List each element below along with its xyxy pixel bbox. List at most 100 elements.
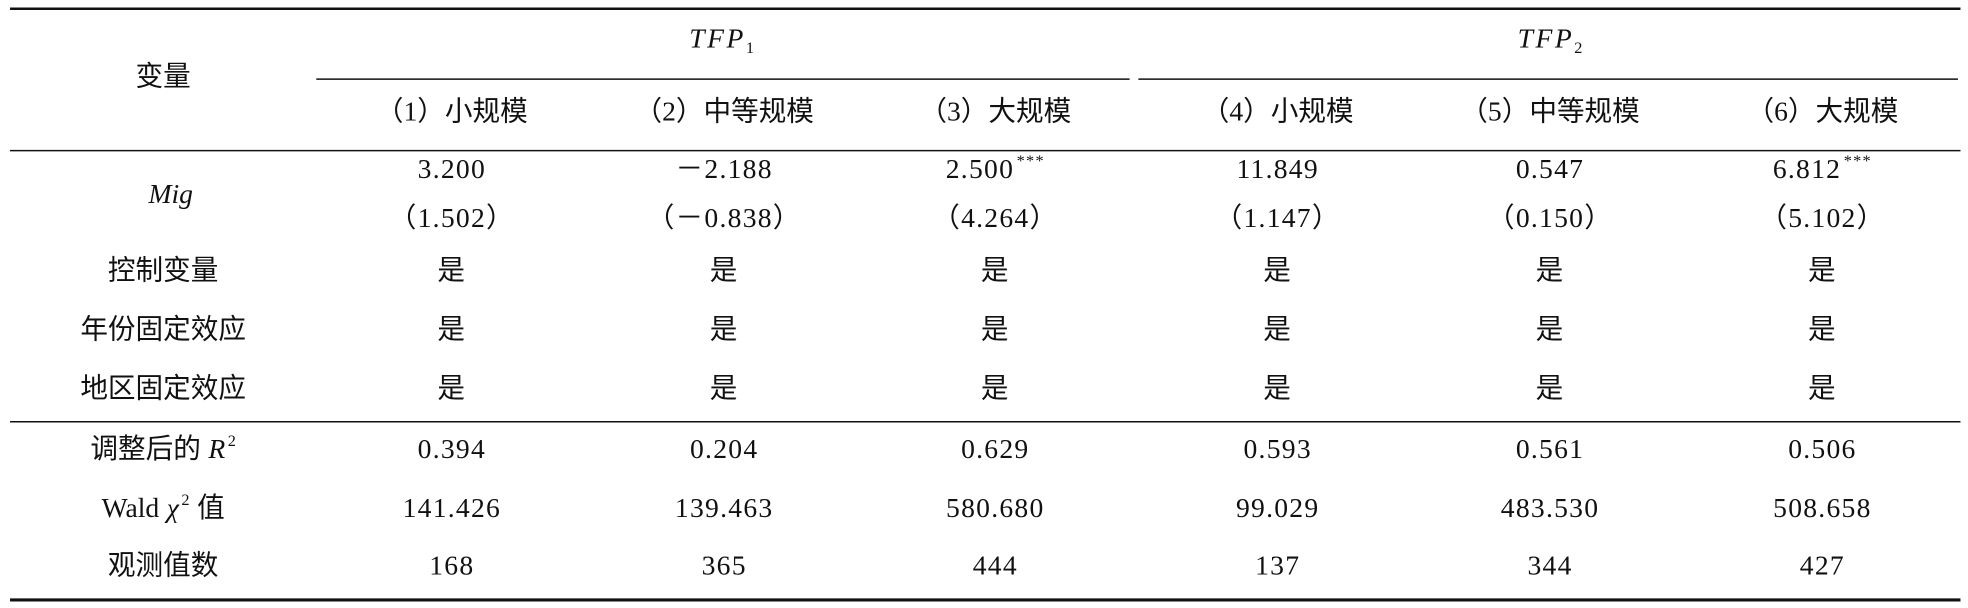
cell: 344 [1527, 550, 1572, 581]
cell: 是 [710, 314, 739, 345]
column-header: （5）中等规模 [1460, 96, 1639, 127]
cell: 是 [1536, 373, 1565, 404]
cell-value: 483.530 [1501, 492, 1600, 523]
cell: 是 [1263, 255, 1292, 286]
cell: 是 [981, 314, 1010, 345]
cell-value: 3.200 [418, 153, 486, 184]
cell-value: 0.547 [1516, 153, 1584, 184]
t-value: （－0.838） [647, 202, 802, 233]
row-label: Mig [147, 178, 192, 209]
cell-value: 580.680 [946, 492, 1045, 523]
cell-value: 365 [702, 550, 747, 581]
cell-value: 是 [981, 255, 1010, 286]
cell: 99.029 [1236, 492, 1319, 523]
cell: 是 [437, 314, 466, 345]
significance-stars: *** [1017, 151, 1045, 170]
label-part: 值 [197, 492, 225, 523]
cell-value: 508.658 [1773, 492, 1872, 523]
column-header: （3）大规模 [919, 96, 1071, 127]
cell-value: 0.593 [1243, 433, 1311, 464]
cell-value: 6.812 [1773, 153, 1841, 184]
cell-value: 139.463 [675, 492, 774, 523]
label-part: Mig [147, 178, 192, 209]
cell: 141.426 [403, 492, 502, 523]
cell-value: 是 [710, 314, 739, 345]
label-part: R [207, 433, 225, 464]
cell-value: 是 [1808, 373, 1837, 404]
cell: 168 [429, 550, 474, 581]
significance-stars: *** [1844, 151, 1872, 170]
cell-value: 是 [1263, 373, 1292, 404]
cell-value: 是 [1536, 314, 1565, 345]
group-header: TFP1 [689, 23, 754, 57]
variable-header: 变量 [136, 60, 191, 91]
cell: 是 [981, 255, 1010, 286]
cell: 是 [437, 255, 466, 286]
cell-value: 11.849 [1236, 153, 1318, 184]
t-value: （1.502） [389, 202, 515, 233]
row-label: Wald χ 2 值 [102, 490, 225, 524]
label-part: 2 [181, 490, 189, 509]
cell-value: 0.561 [1516, 433, 1584, 464]
cell: 是 [1808, 373, 1837, 404]
label-part: Wald [102, 492, 160, 523]
cell: 580.680 [946, 492, 1045, 523]
cell-value: －2.188 [676, 153, 773, 184]
cell: 365 [702, 550, 747, 581]
cell: 是 [1263, 314, 1292, 345]
column-header: （2）中等规模 [634, 96, 813, 127]
cell: 是 [1536, 255, 1565, 286]
column-header: （4）小规模 [1202, 96, 1354, 127]
cell: 是 [710, 373, 739, 404]
cell: 0.204 [690, 433, 758, 464]
cell: 0.629 [961, 433, 1029, 464]
t-value: （4.264） [932, 202, 1058, 233]
cell-value: 是 [1536, 373, 1565, 404]
t-value: （1.147） [1215, 202, 1341, 233]
cell: 2.500 *** [946, 151, 1045, 185]
cell-value: 0.629 [961, 433, 1029, 464]
cell: 是 [1263, 373, 1292, 404]
cell: 139.463 [675, 492, 774, 523]
cell: 0.394 [418, 433, 486, 464]
cell: 是 [1536, 314, 1565, 345]
row-label: 地区固定效应 [80, 373, 246, 404]
cell-value: 是 [1263, 255, 1292, 286]
label-part: 地区固定效应 [80, 373, 246, 404]
label-part: 年份固定效应 [80, 314, 246, 345]
column-header: （1）小规模 [376, 96, 528, 127]
cell: 是 [437, 373, 466, 404]
cell-value: 99.029 [1236, 492, 1319, 523]
cell-value: 是 [1808, 255, 1837, 286]
cell-value: 344 [1527, 550, 1572, 581]
label-part: χ [164, 492, 180, 523]
cell: 483.530 [1501, 492, 1600, 523]
group-main: TFP [1518, 23, 1575, 54]
cell-value: 2.500 [946, 153, 1014, 184]
cell-value: 168 [429, 550, 474, 581]
cell-value: 0.506 [1788, 433, 1856, 464]
row-label: 控制变量 [108, 255, 218, 286]
cell-value: 137 [1255, 550, 1300, 581]
cell-value: 是 [437, 255, 466, 286]
cell-value: 是 [437, 373, 466, 404]
cell-value: 0.204 [690, 433, 758, 464]
cell: 是 [1808, 314, 1837, 345]
cell: 508.658 [1773, 492, 1872, 523]
cell: 是 [981, 373, 1010, 404]
cell: 是 [1808, 255, 1837, 286]
cell: 11.849 [1236, 153, 1318, 184]
group-sub: 2 [1574, 38, 1582, 57]
row-label: 年份固定效应 [80, 314, 246, 345]
cell-value: 427 [1800, 550, 1845, 581]
cell: 0.593 [1243, 433, 1311, 464]
t-value: （5.102） [1759, 202, 1885, 233]
cell-value: 是 [710, 255, 739, 286]
cell-value: 是 [981, 314, 1010, 345]
cell-value: 是 [1263, 314, 1292, 345]
cell-value: 444 [973, 550, 1018, 581]
cell-value: 141.426 [403, 492, 502, 523]
group-main: TFP [689, 23, 746, 54]
